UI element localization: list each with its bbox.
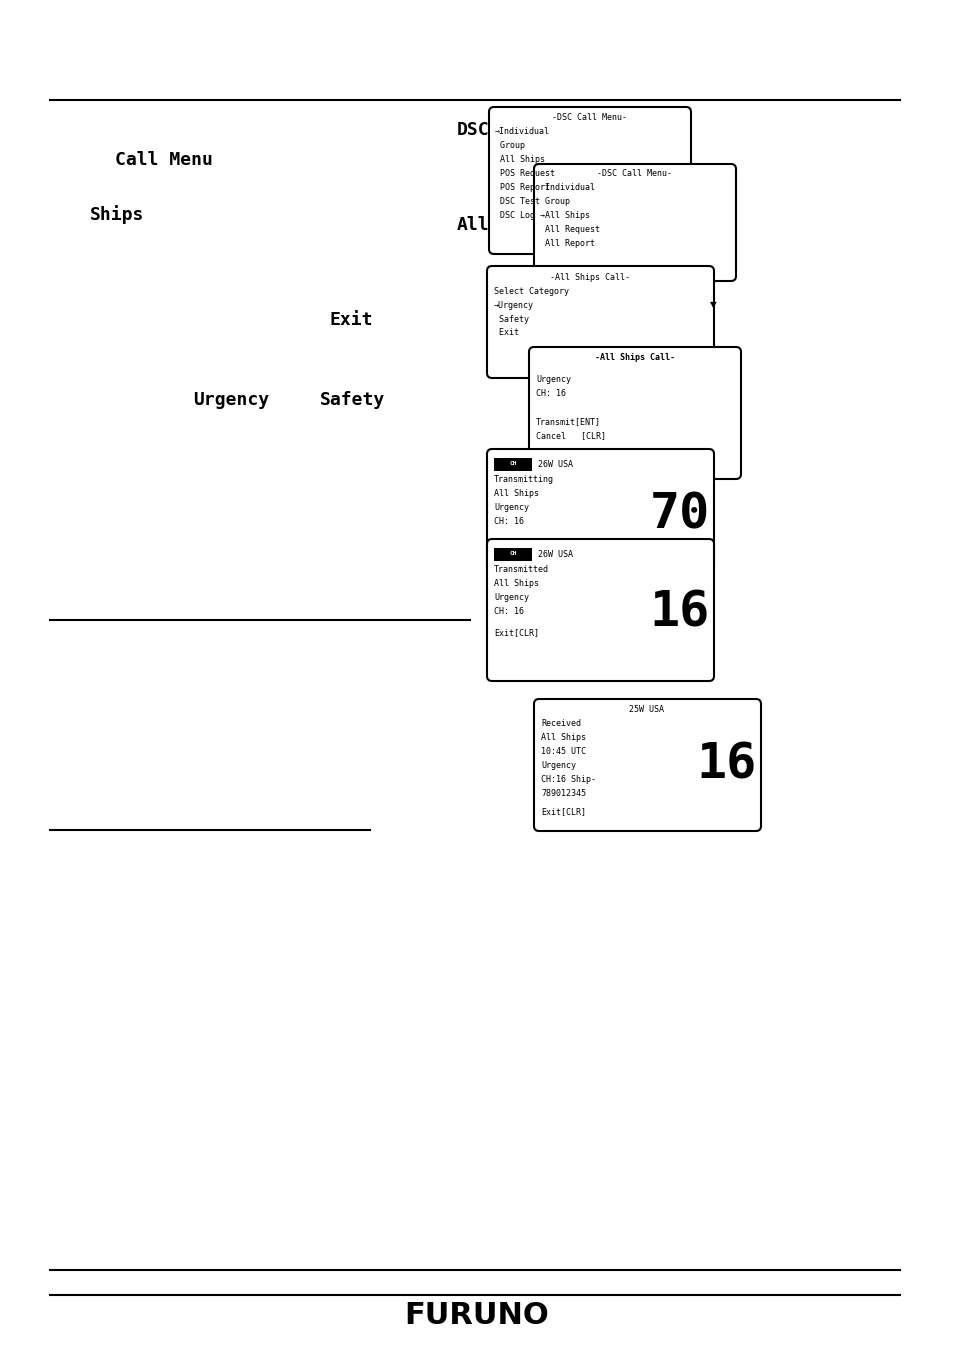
Text: 16: 16 (649, 589, 709, 637)
Text: -All Ships Call-: -All Ships Call- (595, 354, 675, 363)
Text: POS Request: POS Request (495, 170, 555, 178)
Text: 26W USA: 26W USA (537, 551, 573, 559)
Bar (494, 548, 532, 562)
Text: CH: CH (509, 552, 517, 556)
Text: Exit: Exit (494, 328, 518, 338)
FancyBboxPatch shape (529, 347, 740, 479)
Bar (494, 458, 532, 471)
Text: Ships: Ships (90, 205, 144, 224)
Text: Group: Group (495, 142, 524, 150)
Text: All Ships: All Ships (495, 155, 544, 165)
Text: Transmitting: Transmitting (494, 475, 554, 485)
Text: All Request: All Request (539, 225, 599, 235)
Text: All Ships: All Ships (540, 733, 585, 743)
Text: →Individual: →Individual (495, 127, 550, 136)
Text: -DSC Call Menu-: -DSC Call Menu- (552, 113, 627, 123)
Text: →Urgency: →Urgency (494, 301, 534, 309)
Text: Exit: Exit (330, 310, 374, 329)
Text: Urgency: Urgency (540, 761, 576, 771)
Text: ▼: ▼ (709, 300, 716, 310)
Text: Safety: Safety (494, 315, 529, 324)
Text: Safety: Safety (319, 392, 385, 409)
Text: Received: Received (540, 720, 580, 729)
Text: Exit[CLR]: Exit[CLR] (540, 807, 585, 817)
FancyBboxPatch shape (489, 107, 690, 254)
Text: Individual: Individual (539, 184, 595, 193)
Text: Transmit[ENT]: Transmit[ENT] (536, 417, 600, 427)
FancyBboxPatch shape (534, 163, 735, 281)
Text: Group: Group (539, 197, 569, 207)
Text: CH:16 Ship-: CH:16 Ship- (540, 775, 596, 784)
Text: Exit[CLR]: Exit[CLR] (494, 629, 538, 637)
Text: Urgency: Urgency (193, 392, 269, 409)
Text: CH: 16: CH: 16 (494, 517, 523, 526)
Text: Urgency: Urgency (536, 375, 571, 385)
Text: -DSC Call Menu-: -DSC Call Menu- (597, 170, 672, 178)
FancyBboxPatch shape (486, 450, 713, 571)
Text: 70: 70 (649, 491, 709, 539)
Text: Urgency: Urgency (494, 594, 529, 602)
Text: CH: CH (509, 462, 517, 467)
Text: 25W USA: 25W USA (629, 706, 664, 714)
Text: CH: 16: CH: 16 (494, 608, 523, 617)
Text: CH: 16: CH: 16 (536, 390, 565, 398)
Text: All Ships: All Ships (494, 490, 538, 498)
FancyBboxPatch shape (486, 539, 713, 680)
Text: 10:45 UTC: 10:45 UTC (540, 748, 585, 756)
Text: POS Report: POS Report (495, 184, 550, 193)
Text: Cancel   [CLR]: Cancel [CLR] (536, 432, 605, 440)
Text: Call Menu: Call Menu (115, 151, 213, 169)
Text: All Report: All Report (539, 239, 595, 248)
FancyBboxPatch shape (534, 699, 760, 832)
Text: Urgency: Urgency (494, 504, 529, 513)
Text: 16: 16 (696, 741, 757, 788)
Text: All Ships: All Ships (494, 579, 538, 589)
Text: →All Ships: →All Ships (539, 212, 589, 220)
Text: All: All (456, 216, 489, 234)
Text: DSC Test: DSC Test (495, 197, 539, 207)
Text: DSC Log: DSC Log (495, 212, 535, 220)
Text: Select Category: Select Category (494, 286, 568, 296)
Text: 789012345: 789012345 (540, 790, 585, 798)
FancyBboxPatch shape (486, 266, 713, 378)
Text: -All Ships Call-: -All Ships Call- (550, 273, 629, 282)
Text: FURUNO: FURUNO (404, 1300, 549, 1330)
Text: 26W USA: 26W USA (537, 460, 573, 470)
Text: DSC: DSC (456, 122, 489, 139)
Text: Transmitted: Transmitted (494, 566, 548, 575)
